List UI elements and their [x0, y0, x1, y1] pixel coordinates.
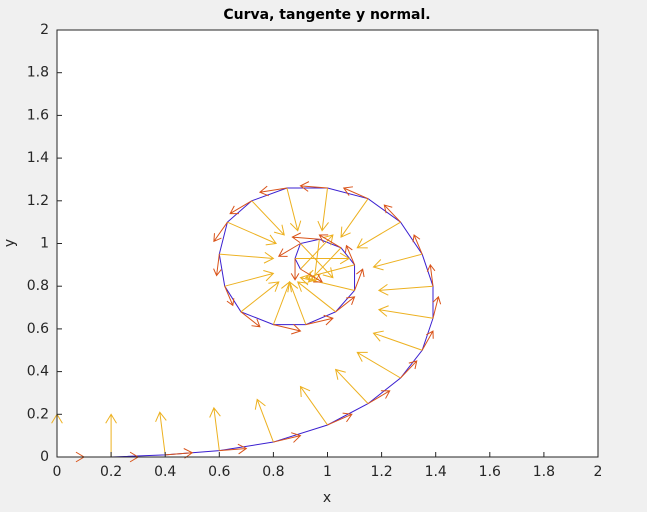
normal-arrow: [251, 200, 285, 236]
y-tick-label: 1: [40, 236, 49, 252]
y-tick-label: 1.8: [27, 65, 49, 81]
normal-arrow: [105, 413, 117, 457]
tangent-arrow: [412, 234, 423, 255]
tangent-arrow: [219, 443, 248, 455]
tangent-arrow: [318, 234, 342, 249]
y-tick-label: 2: [40, 22, 49, 38]
normal-arrow: [372, 330, 423, 351]
y-tick-label: 0.2: [27, 406, 49, 422]
normal-arrow: [377, 283, 434, 296]
x-tick-label: 1.4: [425, 464, 447, 480]
normal-arrow: [227, 221, 277, 246]
y-tick-label: 1.4: [27, 150, 49, 166]
normal-arrow: [287, 281, 307, 325]
tangent-arrow: [426, 263, 436, 287]
tangent-arrow: [258, 185, 288, 197]
y-tick-label: 1.6: [27, 107, 49, 123]
normal-arrow: [296, 281, 336, 313]
normal-arrow: [295, 252, 351, 265]
tangent-arrow: [367, 390, 391, 405]
normal-arrow: [299, 385, 328, 426]
normal-arrow: [286, 187, 302, 232]
normal-arrow: [340, 198, 369, 238]
tangent-arrow: [400, 360, 418, 379]
x-tick-label: 0.8: [262, 464, 284, 480]
x-tick-label: 0.6: [208, 464, 230, 480]
normal-arrow: [155, 411, 167, 455]
plot-area: [51, 181, 442, 463]
tangent-arrow: [165, 448, 194, 459]
y-axis-label: y: [2, 239, 18, 247]
normal-arrow: [300, 243, 334, 279]
y-tick-label: 0.6: [27, 321, 49, 337]
x-tick-label: 1.8: [533, 464, 555, 480]
chart-title: Curva, tangente y normal.: [223, 7, 430, 23]
normal-arrow: [219, 251, 275, 264]
tangent-arrow: [291, 232, 320, 244]
tangent-arrow: [290, 258, 300, 281]
tangent-arrow: [432, 295, 442, 319]
y-tick-label: 1.2: [27, 193, 49, 209]
x-tick-label: 0.4: [154, 464, 176, 480]
x-tick-label: 1.6: [479, 464, 501, 480]
normal-arrow: [254, 398, 274, 443]
normal-arrow: [209, 406, 221, 451]
tangent-arrow: [273, 432, 302, 443]
x-tick-label: 0.2: [100, 464, 122, 480]
x-tick-label: 0: [53, 464, 62, 480]
normal-arrow: [377, 305, 434, 319]
normal-arrow: [240, 281, 280, 313]
tangent-arrow: [273, 323, 302, 335]
tangent-arrow: [383, 204, 401, 223]
x-axis-label: x: [323, 490, 331, 506]
normal-arrow: [356, 351, 401, 379]
y-tick-label: 0: [40, 449, 49, 465]
tangent-arrow: [344, 244, 356, 266]
axes-background: [57, 30, 598, 457]
tangent-arrow: [229, 200, 253, 215]
tangent-arrow: [300, 268, 323, 283]
tangent-arrow: [305, 314, 334, 326]
tangent-arrow: [299, 181, 328, 192]
normal-arrow: [356, 221, 401, 249]
tangent-arrow: [240, 311, 261, 328]
tangent-arrow: [213, 254, 222, 277]
normal-arrow: [372, 253, 423, 271]
tangent-arrow: [277, 243, 301, 257]
tangent-arrow: [342, 186, 369, 200]
tangent-arrow: [335, 296, 356, 313]
tangent-arrow: [327, 412, 353, 426]
tangent-arrow: [354, 268, 365, 291]
normal-arrow: [334, 368, 369, 404]
x-tick-label: 1.2: [370, 464, 392, 480]
y-tick-label: 0.8: [27, 278, 49, 294]
normal-arrow: [224, 269, 275, 287]
x-tick-label: 2: [594, 464, 603, 480]
x-tick-label: 1: [323, 464, 332, 480]
tangent-arrow: [421, 330, 434, 351]
y-tick-label: 0.4: [27, 364, 49, 380]
tangent-arrow: [224, 286, 235, 307]
tangent-arrow: [213, 221, 228, 243]
normal-arrow: [317, 187, 329, 232]
